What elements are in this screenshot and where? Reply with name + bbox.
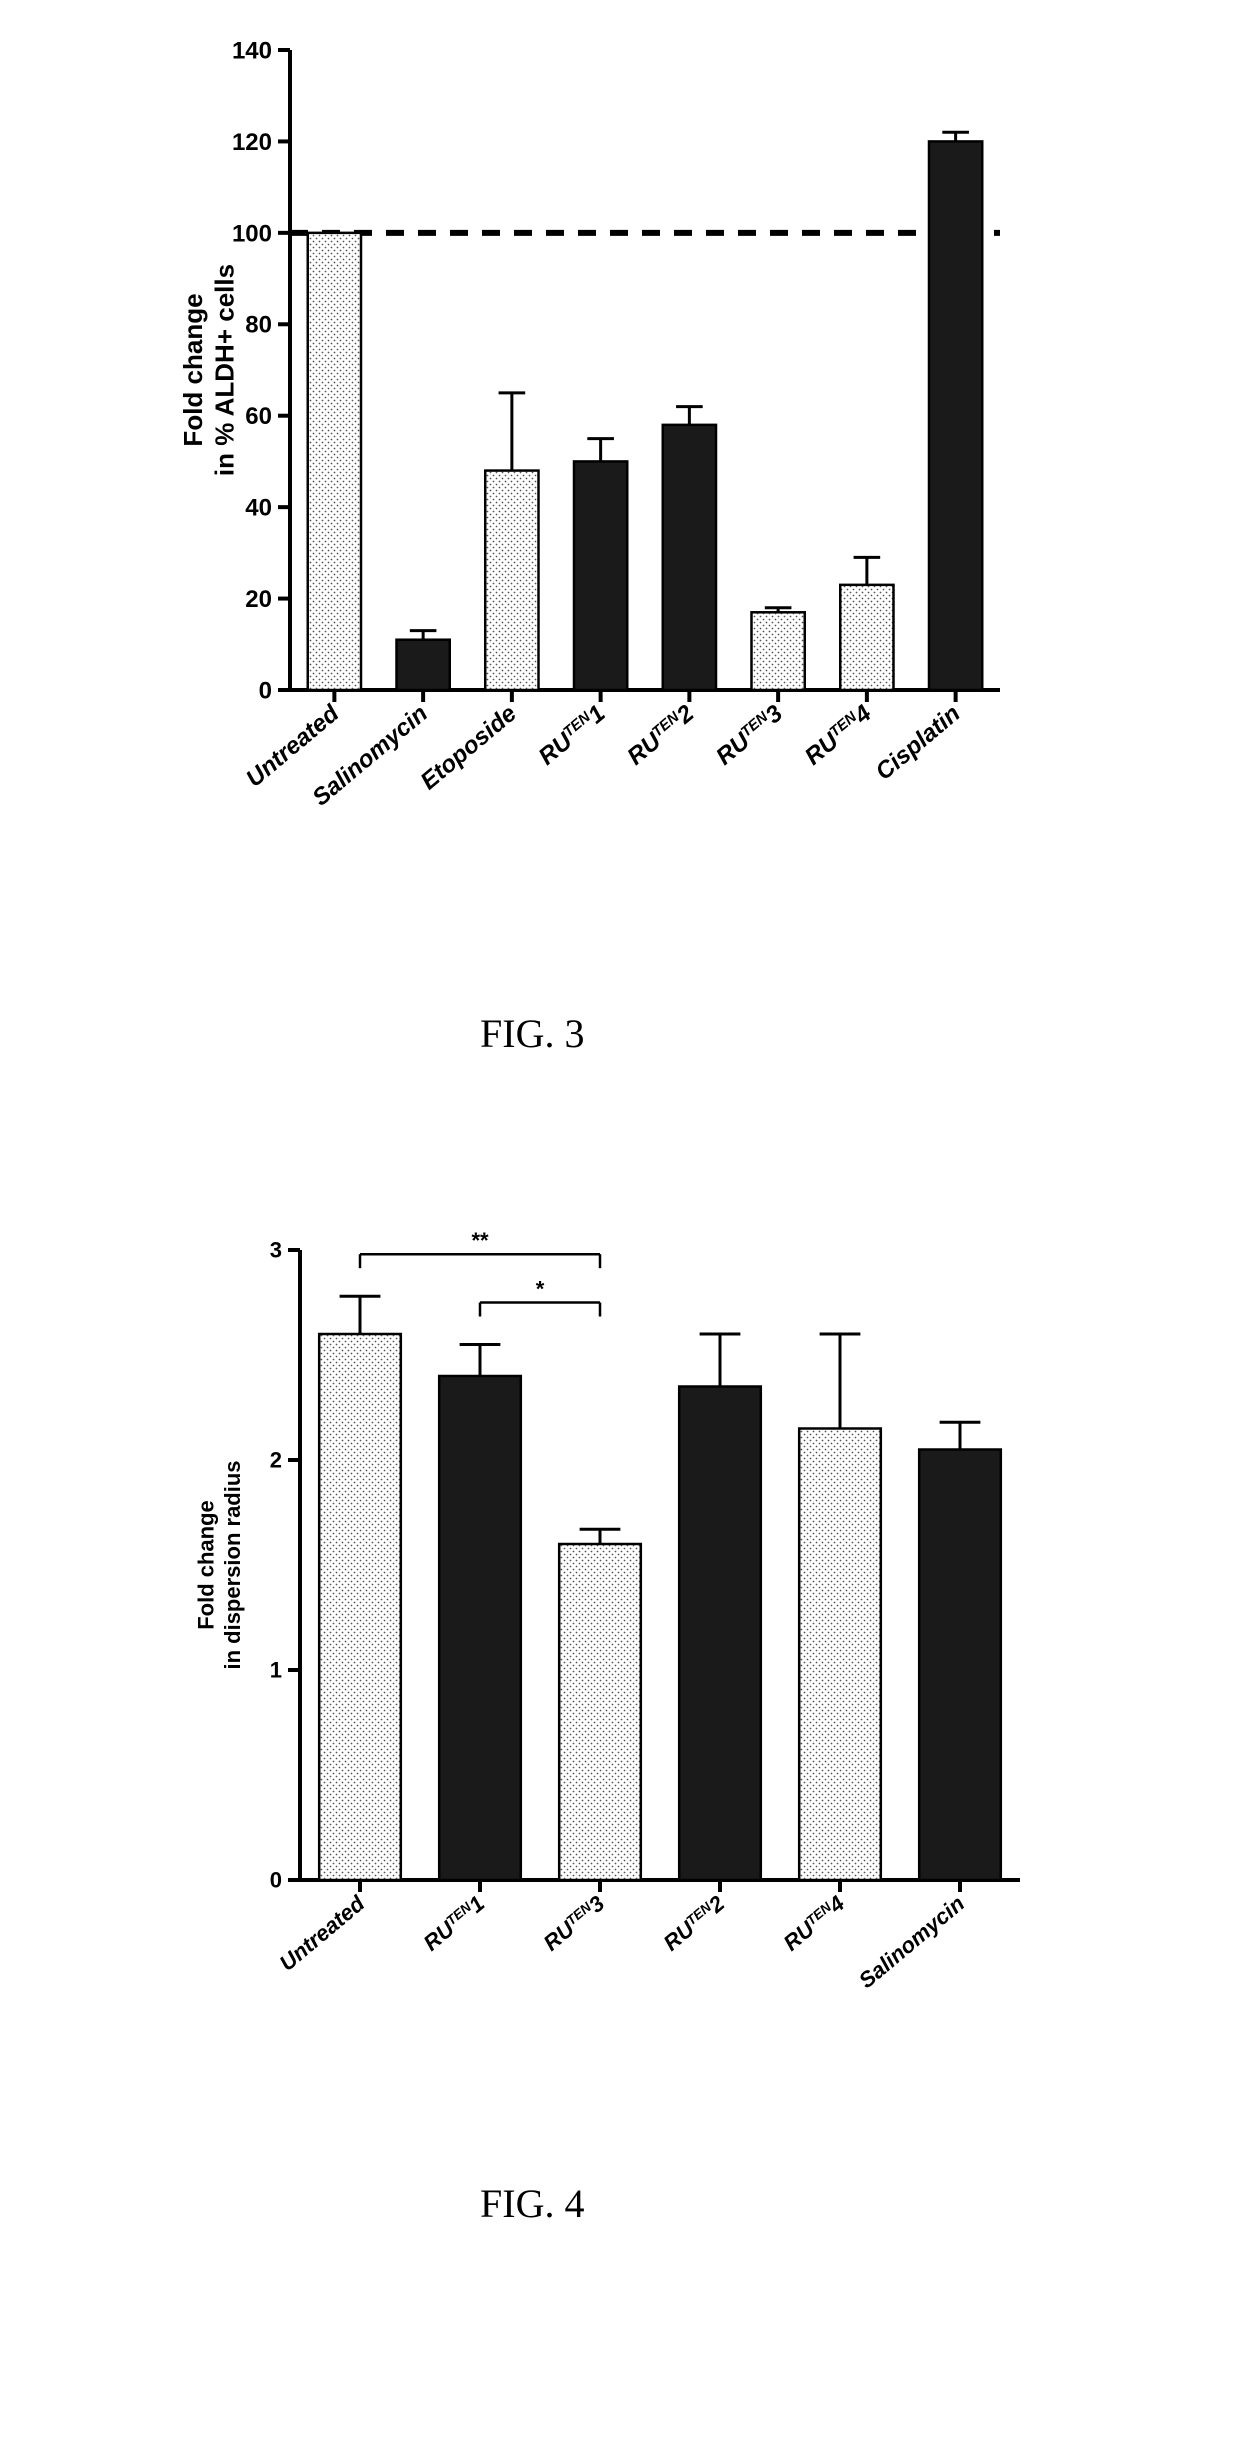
svg-text:Fold change: Fold change — [193, 1500, 218, 1630]
svg-text:80: 80 — [245, 312, 272, 339]
svg-text:100: 100 — [232, 220, 272, 247]
svg-text:RUTEN2: RUTEN2 — [659, 1890, 730, 1955]
svg-text:Untreated: Untreated — [274, 1890, 369, 1976]
svg-text:RUTEN3: RUTEN3 — [539, 1891, 610, 1956]
fig3-svg: 0 20 40 60 80 100 120 140 Fold changein % ALDH+ … — [120, 30, 1020, 950]
svg-text:in dispersion radius: in dispersion radius — [220, 1460, 245, 1669]
svg-text:*: * — [536, 1277, 545, 1302]
svg-text:Etoposide: Etoposide — [416, 700, 522, 795]
svg-text:in % ALDH+ cells: in % ALDH+ cells — [209, 264, 239, 476]
svg-text:RUTEN2: RUTEN2 — [622, 700, 699, 771]
svg-text:0: 0 — [259, 677, 272, 704]
svg-text:**: ** — [471, 1228, 489, 1253]
fig3-chart: 0 20 40 60 80 100 120 140 Fold changein % ALDH+ … — [120, 30, 1020, 950]
svg-text:RUTEN1: RUTEN1 — [419, 1891, 490, 1956]
svg-text:0: 0 — [270, 1868, 282, 1893]
svg-text:1: 1 — [270, 1658, 282, 1683]
svg-text:Salinomycin: Salinomycin — [854, 1891, 969, 1993]
fig4-chart: 0 1 2 3 Fold changein dispersion radius Untre… — [140, 1220, 1040, 2120]
svg-text:2: 2 — [270, 1448, 282, 1473]
svg-text:Cisplatin: Cisplatin — [870, 700, 965, 786]
fig4-svg: 0 1 2 3 Fold changein dispersion radius Untre… — [140, 1220, 1040, 2120]
svg-text:RUTEN4: RUTEN4 — [800, 700, 877, 771]
svg-text:120: 120 — [232, 129, 272, 156]
fig4-caption: FIG. 4 — [480, 2180, 584, 2227]
svg-text:140: 140 — [232, 37, 272, 64]
svg-text:60: 60 — [245, 403, 272, 430]
svg-text:40: 40 — [245, 495, 272, 522]
fig3-caption: FIG. 3 — [480, 1010, 584, 1057]
svg-text:RUTEN4: RUTEN4 — [779, 1891, 850, 1956]
svg-text:RUTEN3: RUTEN3 — [711, 700, 788, 771]
svg-text:20: 20 — [245, 586, 272, 613]
svg-text:RUTEN1: RUTEN1 — [534, 700, 611, 771]
svg-text:Fold change: Fold change — [178, 293, 208, 446]
svg-text:3: 3 — [270, 1238, 282, 1263]
